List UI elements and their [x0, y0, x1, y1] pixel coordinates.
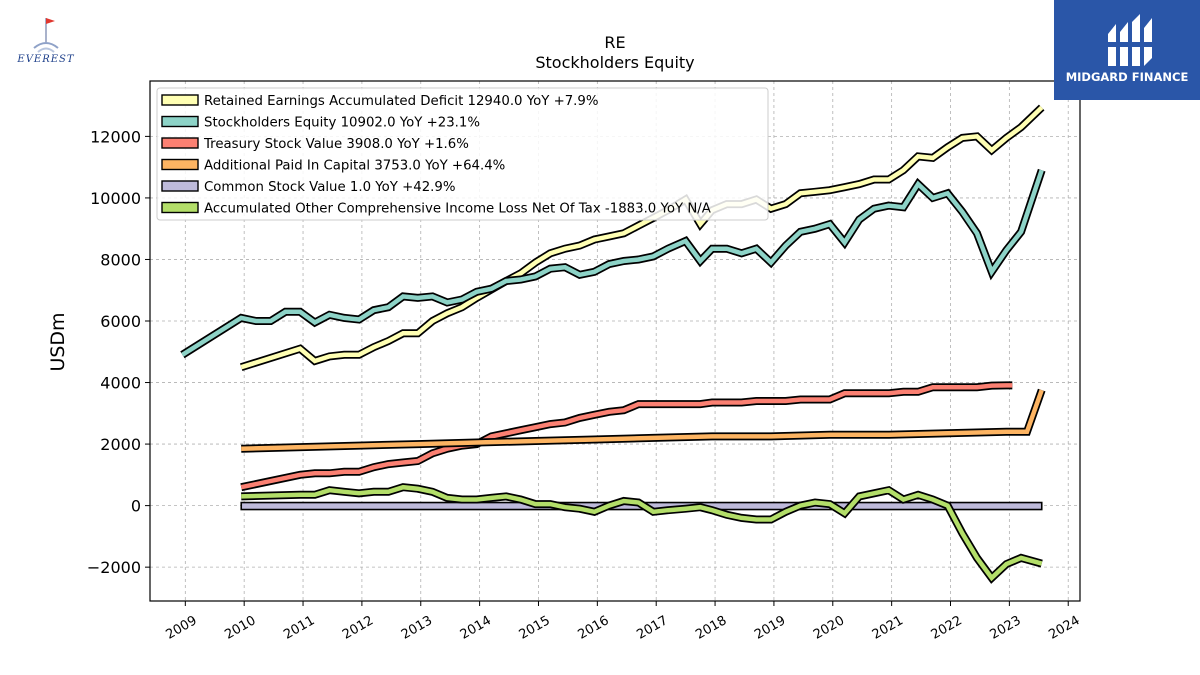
y-axis: −2000 0 2000 4000 6000 8000 10000 12000	[87, 127, 150, 577]
legend-swatch	[161, 158, 199, 171]
legend-label: Additional Paid In Capital 3753.0 YoY +6…	[204, 159, 505, 174]
series-line-3	[241, 389, 1044, 451]
x-tick-label: 2013	[399, 613, 435, 643]
chart-title: RE	[604, 33, 625, 52]
legend-label: Retained Earnings Accumulated Deficit 12…	[204, 94, 599, 109]
y-tick-label: 8000	[100, 250, 141, 269]
x-tick-label: 2016	[576, 613, 612, 643]
x-tick-label: 2022	[929, 613, 965, 643]
series-line-2	[240, 383, 1013, 490]
midgard-finance-logo: MIDGARD FINANCE	[1054, 0, 1200, 100]
chart-subtitle: Stockholders Equity	[535, 53, 694, 72]
y-tick-label: 10000	[90, 189, 141, 208]
series-line-1	[181, 169, 1044, 357]
x-tick-label: 2014	[458, 613, 494, 643]
series-outline-5	[241, 483, 1043, 584]
x-tick-label: 2023	[988, 613, 1024, 643]
y-tick-label: 0	[131, 497, 141, 516]
x-tick-label: 2020	[811, 613, 847, 643]
legend-swatch	[161, 137, 199, 149]
x-tick-label: 2017	[634, 613, 670, 643]
series-line-5	[241, 484, 1043, 582]
x-tick-label: 2010	[222, 613, 258, 643]
y-tick-label: 6000	[100, 312, 141, 331]
legend-swatch	[161, 201, 199, 214]
x-tick-label: 2015	[517, 613, 553, 643]
legend-swatch	[161, 94, 199, 106]
legend-label: Treasury Stock Value 3908.0 YoY +1.6%	[203, 137, 469, 152]
flag-icon	[33, 18, 59, 53]
y-tick-label: 4000	[100, 374, 141, 393]
legend-label: Stockholders Equity 10902.0 YoY +23.1%	[204, 116, 480, 131]
legend-label: Accumulated Other Comprehensive Income L…	[204, 202, 711, 217]
y-axis-label: USDm	[47, 312, 69, 371]
x-tick-label: 2011	[281, 613, 317, 643]
everest-logo-text: EVEREST	[17, 54, 75, 65]
y-tick-label: 12000	[90, 127, 141, 146]
y-tick-label: 2000	[100, 435, 141, 454]
plot-frame	[149, 80, 1081, 602]
midgard-emblem-icon	[1106, 14, 1154, 66]
legend-box	[156, 87, 769, 221]
x-tick-label: 2024	[1046, 613, 1082, 643]
everest-logo: EVEREST	[6, 14, 86, 68]
x-tick-label: 2009	[163, 613, 199, 643]
legend-swatch	[161, 115, 199, 128]
y-tick-label: −2000	[87, 558, 141, 577]
x-tick-label: 2021	[870, 613, 906, 643]
x-tick-label: 2012	[340, 613, 376, 643]
legend-label: Common Stock Value 1.0 YoY +42.9%	[204, 180, 455, 195]
legend-swatch	[161, 180, 199, 192]
x-axis: 2009 2010 2011 2012 2013 2014 2015 2016 2017 2018…	[163, 601, 1083, 643]
legend: Retained Earnings Accumulated Deficit 12…	[156, 87, 769, 221]
x-tick-label: 2019	[752, 613, 788, 643]
x-tick-label: 2018	[693, 613, 729, 643]
midgard-finance-logo-text: MIDGARD FINANCE	[1065, 70, 1189, 84]
